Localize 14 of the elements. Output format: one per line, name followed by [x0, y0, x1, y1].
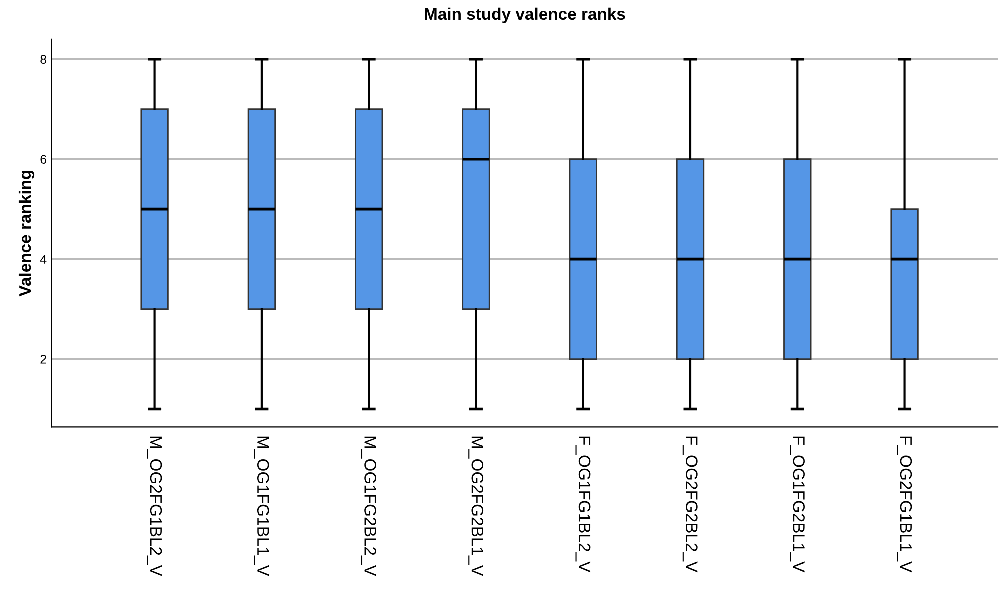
x-tick-label: M_OG2FG1BL2_V: [147, 436, 162, 576]
x-tick-label: M_OG2FG2BL1_V: [468, 436, 484, 576]
x-tick-label: M_OG1FG1BL1_V: [254, 436, 270, 576]
x-tick-label: M_OG1FG2BL2_V: [361, 436, 376, 576]
x-tick-label: F_OG1FG1BL2_V: [576, 436, 591, 573]
x-tick-label: F_OG2FG2BL2_V: [682, 436, 698, 573]
x-tick-label: F_OG2FG1BL1_V: [897, 436, 912, 573]
y-tick-label: 8: [40, 55, 47, 64]
y-tick-label: 4: [40, 255, 47, 264]
chart-title: Main study valence ranks: [425, 8, 626, 24]
y-tick-label: 6: [40, 155, 47, 164]
x-tick-label: F_OG1FG2BL1_V: [790, 436, 805, 573]
y-tick-label: 2: [40, 355, 46, 364]
y-axis-title: Valence ranking: [18, 170, 35, 297]
